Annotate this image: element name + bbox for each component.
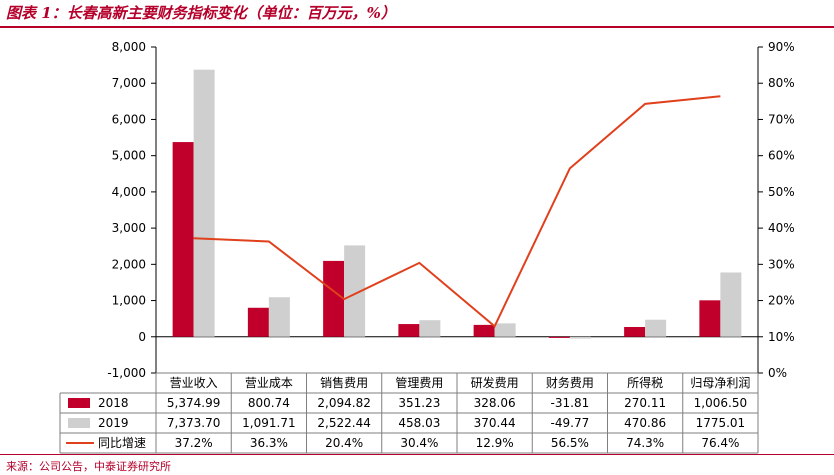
data-label: 20.4% [325, 436, 363, 450]
bar-2018 [473, 324, 495, 337]
right-tick-label: 60% [768, 149, 795, 163]
category-label: 研发费用 [471, 375, 519, 390]
left-tick-label: -1,000 [107, 366, 146, 380]
data-label: 76.4% [701, 436, 739, 450]
data-label: 1775.01 [696, 416, 746, 430]
bar-2019 [645, 319, 667, 337]
bar-2019 [569, 336, 591, 339]
category-label: 财务费用 [546, 375, 594, 390]
left-tick-label: 5,000 [112, 149, 146, 163]
data-label: 351.23 [398, 396, 440, 410]
right-tick-label: 80% [768, 76, 795, 90]
data-label: 56.5% [551, 436, 589, 450]
data-label: 470.86 [624, 416, 666, 430]
data-label: 30.4% [400, 436, 438, 450]
category-label: 管理费用 [395, 375, 443, 390]
left-tick-label: 4,000 [112, 185, 146, 199]
data-label: 1,006.50 [694, 396, 747, 410]
bar-2019 [344, 245, 366, 337]
bar-2019 [419, 320, 441, 337]
bar-2018 [247, 307, 269, 337]
category-label: 归母净利润 [690, 376, 750, 390]
bar-2018 [323, 260, 345, 337]
data-label: 328.06 [474, 396, 516, 410]
bar-2018 [172, 142, 194, 337]
left-tick-label: 0 [138, 330, 146, 344]
bar-2018 [398, 324, 420, 337]
title-divider [0, 26, 834, 28]
bar-2019 [720, 272, 742, 337]
bar-2018 [548, 336, 570, 338]
category-label: 营业收入 [170, 376, 218, 390]
left-tick-label: 3,000 [112, 221, 146, 235]
data-label: 36.3% [250, 436, 288, 450]
source-note: 来源：公司公告，中泰证券研究所 [6, 460, 171, 473]
footer-divider [0, 454, 834, 455]
left-tick-label: 7,000 [112, 76, 146, 90]
data-label: -31.81 [551, 396, 590, 410]
right-tick-label: 40% [768, 221, 795, 235]
legend-swatch-2019 [68, 418, 90, 428]
right-tick-label: 50% [768, 185, 795, 199]
data-label: 1,091.71 [242, 416, 295, 430]
data-label: 12.9% [476, 436, 514, 450]
data-label: 370.44 [474, 416, 516, 430]
data-label: 7,373.70 [167, 416, 220, 430]
bar-2019 [193, 69, 215, 337]
data-label: 74.3% [626, 436, 664, 450]
legend-label: 2019 [98, 416, 129, 430]
category-label: 所得税 [627, 375, 663, 390]
chart-title: 图表 1：长春高新主要财务指标变化（单位：百万元，%） [6, 4, 396, 22]
right-tick-label: 20% [768, 294, 795, 308]
right-tick-label: 90% [768, 40, 795, 54]
category-label: 销售费用 [320, 375, 368, 390]
legend-label: 2018 [98, 396, 129, 410]
data-label: 458.03 [398, 416, 440, 430]
data-label: 2,094.82 [317, 396, 370, 410]
data-label: -49.77 [551, 416, 590, 430]
legend-swatch-2018 [68, 398, 90, 408]
bar-2019 [268, 297, 290, 337]
left-tick-label: 6,000 [112, 112, 146, 126]
left-tick-label: 8,000 [112, 40, 146, 54]
data-label: 37.2% [175, 436, 213, 450]
left-tick-label: 2,000 [112, 257, 146, 271]
right-tick-label: 70% [768, 112, 795, 126]
bar-2018 [624, 326, 646, 337]
bar-2019 [494, 323, 516, 337]
data-label: 800.74 [248, 396, 290, 410]
right-tick-label: 10% [768, 330, 795, 344]
left-tick-label: 1,000 [112, 294, 146, 308]
category-label: 营业成本 [245, 376, 293, 390]
growth-line [193, 95, 721, 328]
bar-2018 [699, 300, 721, 337]
legend-label: 同比增速 [98, 436, 146, 450]
right-tick-label: 0% [768, 366, 787, 380]
right-tick-label: 30% [768, 257, 795, 271]
data-label: 2,522.44 [317, 416, 370, 430]
data-label: 5,374.99 [167, 396, 220, 410]
data-label: 270.11 [624, 396, 666, 410]
